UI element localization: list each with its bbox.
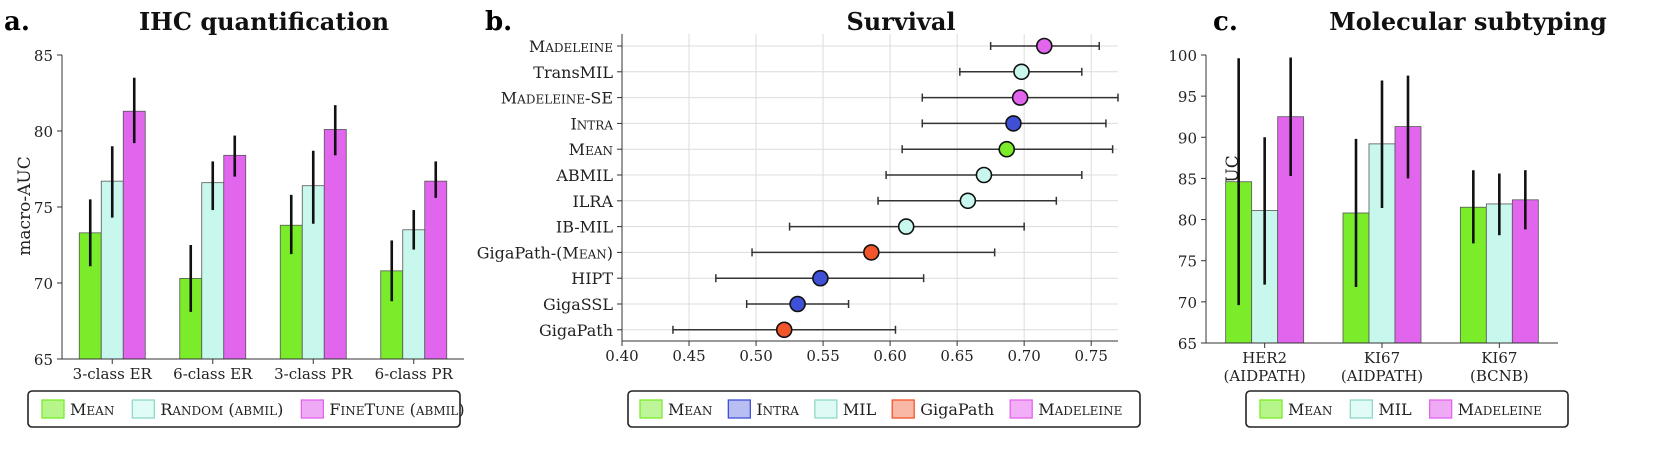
y-tick-label-intra: INTRA [570, 114, 613, 133]
y-tick-label: 100 [1168, 47, 1197, 65]
legend-entry-mean: MEAN [1288, 400, 1332, 419]
x-tick-label: 0.55 [806, 347, 839, 365]
legend-swatch-intra [727, 399, 751, 419]
legend-swatch-random-abmil [131, 399, 155, 419]
point-gigassl [789, 295, 806, 313]
legend-swatch-gigapath [891, 399, 915, 419]
panel-survival: b. Survival c-index 0.400.450.500.550.60… [477, 7, 1141, 428]
x-tick-label: (AIDPATH) [1224, 367, 1306, 385]
point-transmil [1013, 63, 1030, 81]
y-tick-label-madeleine: MADELEINE [529, 37, 613, 56]
y-tick-label: 70 [34, 275, 53, 293]
x-tick-label: 0.50 [739, 347, 772, 365]
point-gigapath [775, 321, 793, 339]
legend-entry-mil: MIL [1378, 400, 1412, 419]
chart-title-molecular: Molecular subtyping [1329, 7, 1607, 36]
chart-title-ihc: IHC quantification [139, 7, 389, 36]
legend-box [1245, 390, 1569, 428]
y-tick-label-transmil: TransMIL [533, 63, 613, 82]
x-tick-label: 0.45 [672, 347, 705, 365]
y-tick-label: 85 [1178, 170, 1197, 188]
legend-swatch-mean [41, 399, 65, 419]
y-tick-label-gigapath: GigaPath [539, 321, 613, 340]
panel-label-b: b. [485, 7, 512, 37]
y-tick-label-hipt: HIPT [571, 269, 613, 288]
legend-entry-intra: INTRA [756, 400, 799, 419]
y-tick-label-ilra: ILRA [572, 192, 613, 211]
x-tick-label: (BCNB) [1470, 367, 1529, 385]
legend-molecular: MEAN MIL MADELEINE [1245, 390, 1569, 428]
legend-entry-madeleine: MADELEINE [1038, 400, 1122, 419]
bar-finetune-abmil-3 [424, 180, 448, 360]
y-tick-label-gigapath-mean: GigaPath-(MEAN) [477, 243, 613, 262]
legend-entry-gigapath: GigaPath [920, 400, 994, 419]
legend-swatch-mean [1259, 399, 1283, 419]
x-tick-label: 0.40 [605, 347, 638, 365]
panel-ihc-quantification: a. IHC quantification macro-AUC 65 70 75 80… [4, 7, 465, 428]
x-tick-label: 0.75 [1074, 347, 1107, 365]
y-tick-label: 65 [34, 351, 53, 369]
point-gigapath-mean [863, 244, 880, 261]
legend-entry-finetune-abmil: FINETUNE (ABMIL) [329, 400, 464, 419]
y-tick-label: 95 [1178, 88, 1197, 106]
chart-title-survival: Survival [846, 7, 955, 36]
x-tick-label: KI67 [1364, 349, 1400, 367]
legend-swatch-finetune-abmil [300, 399, 325, 419]
x-tick-label: 3-class PR [274, 365, 353, 383]
panel-molecular-subtyping: c. Molecular subtyping macro-AUC 6570758… [1168, 7, 1607, 428]
bar-finetune-abmil-1 [223, 154, 247, 360]
y-tick-label-gigassl: GigaSSL [543, 295, 613, 314]
legend-swatch-mean [639, 399, 663, 419]
y-tick-label: 75 [34, 199, 53, 217]
y-tick-label-ib-mil: IB-MIL [556, 218, 613, 237]
y-tick-label-abmil: ABMIL [555, 166, 613, 185]
legend-entry-mean: MEAN [70, 400, 114, 419]
legend-survival: MEAN INTRA MIL GigaPath MADELEINE [627, 390, 1141, 428]
y-tick-label-madeleine-se: MADELEINE-SE [501, 89, 613, 108]
point-hipt [812, 269, 829, 287]
y-tick-label: 90 [1178, 129, 1197, 147]
x-tick-label: 6-class ER [173, 365, 253, 383]
legend-swatch-mil [1349, 399, 1373, 419]
y-tick-label: 65 [1178, 335, 1197, 353]
bar-finetune-abmil-2 [323, 129, 347, 360]
point-madeleine-se [1011, 89, 1029, 106]
point-ib-mil [897, 218, 915, 235]
x-tick-label: KI67 [1481, 349, 1517, 367]
y-tick-label: 70 [1178, 294, 1197, 312]
panel-label-c: c. [1213, 7, 1238, 37]
y-tick-label: 80 [1178, 212, 1197, 230]
y-tick-label: 80 [34, 123, 53, 141]
legend-entry-mean: MEAN [668, 400, 712, 419]
x-tick-label: HER2 [1242, 349, 1287, 367]
x-tick-label: 0.65 [940, 347, 973, 365]
point-abmil [975, 166, 993, 184]
point-madeleine [1035, 37, 1053, 55]
x-tick-label: 6-class PR [375, 365, 454, 383]
legend-swatch-madeleine [1009, 399, 1033, 419]
panel-label-a: a. [4, 7, 30, 37]
x-tick-label: 3-class ER [73, 365, 153, 383]
point-mean [998, 140, 1016, 158]
y-tick-label: 85 [34, 47, 53, 65]
x-tick-label: 0.70 [1007, 347, 1040, 365]
x-tick-label: 0.60 [873, 347, 906, 365]
x-tick-label: (AIDPATH) [1341, 367, 1423, 385]
legend-swatch-mil [814, 399, 838, 419]
legend-entry-mil: MIL [843, 400, 877, 419]
legend-ihc: MEAN RANDOM (ABMIL) FINETUNE (ABMIL) [27, 390, 465, 428]
legend-entry-random-abmil: RANDOM (ABMIL) [160, 400, 283, 419]
y-axis-label-ihc: macro-AUC [15, 156, 35, 256]
point-intra [1005, 115, 1022, 132]
bar-finetune-abmil-0 [122, 110, 146, 360]
legend-entry-madeleine: MADELEINE [1458, 400, 1542, 419]
point-ilra [959, 192, 977, 210]
y-tick-label: 75 [1178, 253, 1197, 271]
y-tick-label-mean: MEAN [569, 140, 613, 159]
legend-swatch-madeleine [1429, 399, 1453, 419]
